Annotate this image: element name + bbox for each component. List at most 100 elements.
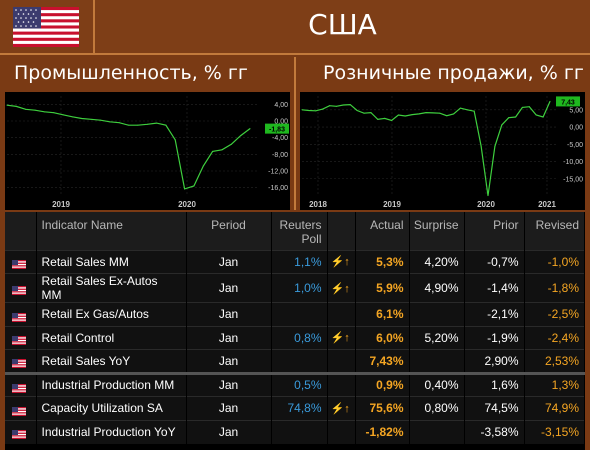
table-row[interactable]: Retail Ex Gas/Autos Jan 6,1% -2,1% -2,5% [5, 302, 585, 326]
prior-cell: 1,6% [464, 371, 525, 397]
header-poll[interactable]: Reuters Poll [271, 212, 328, 250]
header-indicator[interactable]: Indicator Name [36, 212, 187, 250]
page-title: США [308, 8, 377, 41]
actual-cell: 7,43% [355, 349, 410, 373]
poll-cell: 1,0% [271, 273, 328, 303]
data-point [156, 122, 158, 124]
y-tick-label: -12,00 [268, 169, 288, 176]
us-flag-icon [12, 357, 26, 369]
table-row[interactable]: Retail Control Jan 0,8% ⚡↑ 6,0% 5,20% -1,9% -2,… [5, 325, 585, 350]
data-point [202, 165, 204, 167]
indicator-name[interactable]: Industrial Production MM [36, 371, 187, 397]
prior-cell: -1,9% [464, 325, 525, 350]
table-row[interactable]: Capacity Utilization SA Jan 74,8% ⚡↑ 75,6% 0,… [5, 396, 585, 420]
data-point [109, 121, 111, 123]
period-cell: Jan [186, 371, 272, 397]
data-point [494, 145, 496, 147]
header-arrow-col [327, 212, 356, 250]
data-point [90, 118, 92, 120]
us-flag-icon [12, 258, 26, 270]
retail-chart: 5,00 0,00 -5,00 -10,00 -15,00 2018 2019 2020 202… [300, 92, 585, 210]
x-tick-label: 2020 [178, 200, 196, 209]
period-cell: Jan [186, 325, 272, 350]
table-row[interactable]: Industrial Production YoY Jan -1,82% -3,58%… [5, 419, 585, 444]
revised-cell: -2,5% [524, 302, 585, 326]
surprise-cell: 0,40% [409, 371, 465, 397]
poll-cell: 74,8% [271, 396, 328, 420]
surprise-arrow-icon [327, 302, 356, 326]
period-cell: Jan [186, 302, 272, 326]
row-flag [5, 371, 37, 397]
data-point [418, 113, 420, 115]
data-point [53, 112, 55, 114]
us-flag-icon [12, 334, 26, 346]
data-point [81, 118, 83, 119]
header-prior[interactable]: Prior [464, 212, 525, 250]
surprise-cell [409, 419, 465, 444]
indicator-name[interactable]: Retail Sales YoY [36, 349, 187, 373]
data-point [459, 107, 461, 109]
x-tick-label: 2018 [309, 200, 327, 209]
data-point [480, 145, 482, 147]
indicator-name[interactable]: Retail Ex Gas/Autos [36, 302, 187, 326]
last-value-label: -1,83 [269, 127, 285, 134]
last-value-box [265, 123, 289, 134]
table-row[interactable]: Industrial Production MM Jan 0,5% 0,9% 0,40%… [5, 371, 585, 397]
header-actual[interactable]: Actual [355, 212, 410, 250]
data-point [356, 109, 358, 111]
us-flag-icon [12, 428, 26, 440]
data-point [542, 116, 544, 118]
actual-cell: 5,3% [355, 249, 410, 274]
panel-divider [294, 57, 296, 210]
indicator-name[interactable]: Retail Sales Ex-Autos MM [36, 273, 187, 303]
data-point [25, 108, 27, 110]
prior-cell: -3,58% [464, 419, 525, 444]
poll-cell: 1,1% [271, 249, 328, 274]
row-flag [5, 396, 37, 420]
indicator-name[interactable]: Retail Control [36, 325, 187, 350]
y-tick-label: -10,00 [563, 159, 583, 166]
surprise-arrow-icon: ⚡↑ [327, 249, 356, 274]
data-point [397, 114, 399, 116]
poll-cell [271, 349, 328, 373]
industry-chart-title: Промышленность, % гг [14, 62, 248, 84]
table-row[interactable]: Retail Sales Ex-Autos MM Jan 1,0% ⚡↑ 5,9% 4,9… [5, 273, 585, 303]
prior-cell: 74,5% [464, 396, 525, 420]
poll-cell [271, 419, 328, 444]
surprise-arrow-icon [327, 349, 356, 373]
data-point [6, 104, 8, 106]
actual-cell: 6,0% [355, 325, 410, 350]
flag-box [0, 0, 95, 55]
data-point [549, 100, 551, 102]
row-flag [5, 273, 37, 303]
data-point [184, 188, 186, 190]
indicator-name[interactable]: Capacity Utilization SA [36, 396, 187, 420]
header-flag-col [5, 212, 37, 250]
data-point [249, 128, 251, 130]
header-surprise[interactable]: Surprise [409, 212, 465, 250]
data-point [404, 115, 406, 117]
table-row[interactable]: Retail Sales YoY Jan 7,43% 2,90% 2,53% [5, 349, 585, 373]
data-point [322, 108, 324, 110]
data-point [118, 122, 120, 124]
data-point [165, 124, 167, 126]
header: США [0, 0, 590, 55]
data-point [146, 123, 148, 125]
data-point [212, 150, 214, 152]
x-tick-label: 2019 [52, 200, 70, 209]
data-point [411, 114, 413, 116]
data-point [43, 111, 45, 113]
data-point [515, 116, 517, 118]
table-row[interactable]: Retail Sales MM Jan 1,1% ⚡↑ 5,3% 4,20% -0,7% -1… [5, 249, 585, 274]
indicator-name[interactable]: Industrial Production YoY [36, 419, 187, 444]
us-flag-icon [12, 382, 26, 393]
revised-cell: -1,0% [524, 249, 585, 274]
period-cell: Jan [186, 396, 272, 420]
indicator-name[interactable]: Retail Sales MM [36, 249, 187, 274]
data-point [508, 117, 510, 119]
data-point [193, 185, 195, 187]
revised-cell: 2,53% [524, 349, 585, 373]
header-revised[interactable]: Revised [524, 212, 585, 250]
header-period[interactable]: Period [186, 212, 272, 250]
indicator-table: Indicator Name Period Reuters Poll Actual… [5, 212, 585, 450]
